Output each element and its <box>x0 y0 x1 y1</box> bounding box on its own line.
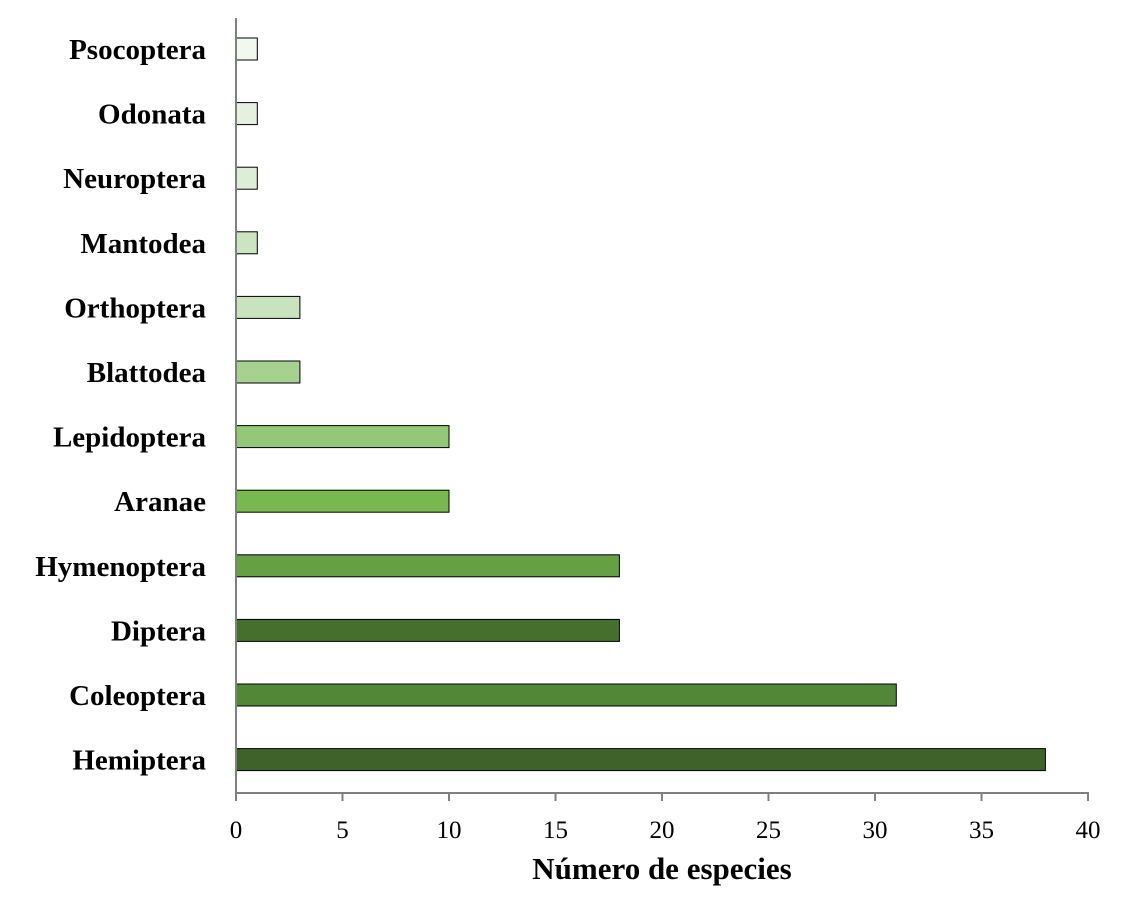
category-label: Coleoptera <box>69 680 206 712</box>
bar-psocoptera <box>235 37 258 61</box>
bar-mantodea <box>235 231 258 255</box>
x-tick-label: 15 <box>543 817 568 844</box>
x-axis-title: Número de especies <box>532 851 791 886</box>
bar-blattodea <box>235 360 301 384</box>
category-label: Mantodea <box>80 228 206 260</box>
bar-odonata <box>235 102 258 126</box>
x-tick-labels-group: 0 5 10 15 20 25 30 35 40 <box>230 817 1101 844</box>
category-label: Aranae <box>114 486 206 518</box>
category-label: Hemiptera <box>72 745 206 777</box>
bar-coleoptera <box>235 683 897 707</box>
bars-group <box>235 37 1046 772</box>
bar-lepidoptera <box>235 425 450 449</box>
bar-aranae <box>235 489 450 513</box>
x-tick-label: 0 <box>230 817 243 844</box>
bar-orthoptera <box>235 295 301 319</box>
category-label: Lepidoptera <box>53 422 207 454</box>
x-tick-label: 40 <box>1076 817 1101 844</box>
category-label: Psocoptera <box>69 34 206 66</box>
x-ticks-group <box>235 793 1089 801</box>
category-label: Blattodea <box>87 357 207 389</box>
x-tick-label: 20 <box>650 817 675 844</box>
bar-diptera <box>235 618 620 642</box>
bar-hymenoptera <box>235 554 620 578</box>
category-label: Odonata <box>98 99 206 131</box>
category-label: Neuroptera <box>63 163 206 195</box>
x-tick-label: 35 <box>969 817 994 844</box>
x-tick-label: 10 <box>437 817 462 844</box>
bar-hemiptera <box>235 748 1046 772</box>
category-labels-group: Psocoptera Odonata Neuroptera Mantodea Ortho… <box>35 34 206 777</box>
x-tick-label: 30 <box>863 817 888 844</box>
bar-neuroptera <box>235 166 258 190</box>
category-label: Hymenoptera <box>35 551 206 583</box>
x-tick-label: 5 <box>336 817 349 844</box>
category-label: Diptera <box>111 615 207 647</box>
x-tick-label: 25 <box>756 817 781 844</box>
category-label: Orthoptera <box>64 292 206 324</box>
